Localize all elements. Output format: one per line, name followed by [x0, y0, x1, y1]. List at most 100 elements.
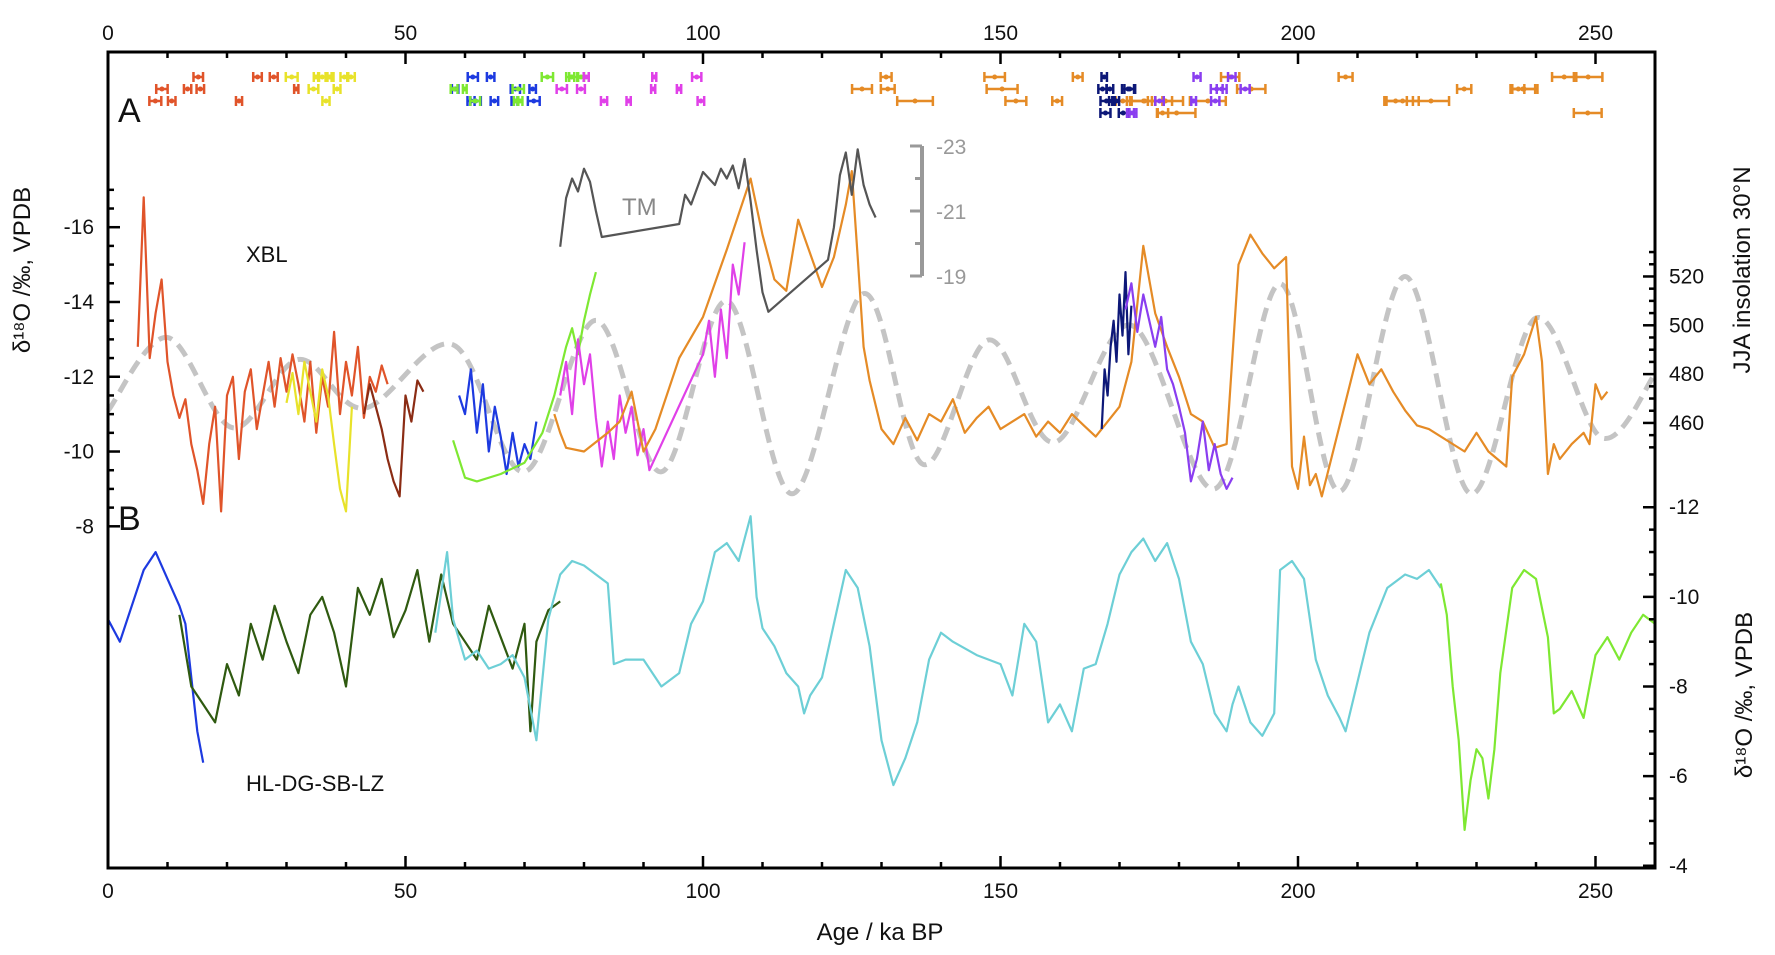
- errorbar-point: [859, 86, 865, 92]
- axes-layer: 0 0 50 50 100 100 150 150 200 200 250 250 -8 -10 -12 -1…: [64, 22, 1704, 903]
- dating-errorbar-5: [192, 72, 205, 82]
- dating-errorbar-48: [690, 72, 703, 82]
- errorbar-point: [293, 86, 299, 92]
- dating-errorbar-75: [1004, 96, 1028, 106]
- y-tick-label-right-b: -8: [1669, 676, 1688, 699]
- errorbar-point: [1242, 86, 1248, 92]
- panel-a-series-line-0: [136, 196, 389, 513]
- dating-errorbar-91: [1190, 96, 1198, 106]
- dating-errorbar-49: [625, 96, 633, 106]
- errorbar-point: [488, 74, 494, 80]
- dating-errorbar-4: [292, 84, 300, 94]
- dating-errorbar-45: [575, 84, 587, 94]
- errorbar-point: [1212, 98, 1218, 104]
- dating-errorbar-17: [325, 72, 333, 82]
- insolation-line: [105, 273, 1658, 497]
- errorbar-point: [515, 86, 521, 92]
- errorbar-point: [1205, 98, 1211, 104]
- dating-errorbar-74: [879, 84, 896, 94]
- dating-errorbar-98: [1209, 84, 1224, 94]
- x-tick-label-top: 0: [102, 22, 114, 45]
- x-tick-label-top: 200: [1280, 22, 1315, 45]
- dating-errorbar-99: [1226, 72, 1237, 82]
- x-tick-label-top: 50: [394, 22, 417, 45]
- series-label-hl-dg-sb-lz: HL-DG-SB-LZ: [246, 771, 384, 796]
- errorbar-point: [313, 74, 319, 80]
- dating-errorbar-39: [564, 72, 579, 82]
- errorbar-point: [1102, 110, 1108, 116]
- tm-inset-tick-label: -23: [936, 136, 966, 159]
- errorbar-point: [626, 98, 632, 104]
- errorbar-point: [676, 86, 682, 92]
- errorbar-point: [289, 74, 295, 80]
- dating-errorbar-22: [485, 72, 496, 82]
- panel-b-series-line-0: [107, 551, 205, 763]
- errorbar-point: [185, 86, 191, 92]
- dating-errorbar-38: [461, 84, 468, 94]
- dating-errorbar-88: [1105, 84, 1115, 94]
- x-tick-label-bottom: 150: [983, 880, 1018, 903]
- dating-errorbar-12: [317, 72, 327, 82]
- panel-a-series-line-4: [452, 271, 597, 483]
- y-tick-label-left: -14: [64, 291, 95, 314]
- errorbar-point: [195, 74, 201, 80]
- dating-errorbar-65: [1572, 72, 1604, 82]
- dating-errorbar-9: [182, 84, 193, 94]
- x-tick-label-top: 150: [983, 22, 1018, 45]
- dating-errorbar-23: [466, 72, 480, 82]
- insolation-curve-layer: [105, 273, 1658, 497]
- errorbar-point: [1585, 110, 1591, 116]
- panel-b-series-line-2: [434, 515, 1442, 787]
- errorbar-point: [1194, 74, 1200, 80]
- errorbar-point: [319, 74, 325, 80]
- panel-a-series-line-1: [285, 360, 353, 513]
- dating-errorbar-18: [312, 72, 320, 82]
- errorbar-point: [559, 86, 565, 92]
- panel-b-series-line-1: [178, 568, 561, 733]
- panel-a-series-line-6: [553, 170, 1609, 498]
- errorbar-point: [310, 86, 316, 92]
- series-layer: [107, 148, 1656, 831]
- labels-layer: A B XBL HL-DG-SB-LZ TM Age / ka BP δ¹⁸O …: [9, 92, 1758, 946]
- errorbar-point: [1214, 86, 1220, 92]
- errorbar-point: [1075, 74, 1081, 80]
- errorbar-point: [569, 74, 575, 80]
- errorbar-point: [883, 74, 889, 80]
- dating-errorbar-36: [540, 72, 555, 82]
- y-axis-title-right-b: δ¹⁸O /‰, VPDB: [1731, 612, 1758, 778]
- dating-errorbar-64: [850, 84, 874, 94]
- errorbar-point: [1130, 110, 1136, 116]
- y-tick-label-right-b: -6: [1669, 765, 1688, 788]
- errorbar-point: [1393, 98, 1399, 104]
- dating-errorbar-79: [983, 72, 1007, 82]
- y-tick-label-right-insolation: 460: [1669, 412, 1704, 435]
- errorbar-point: [1101, 74, 1107, 80]
- errorbar-point: [517, 98, 523, 104]
- errorbar-point: [1515, 86, 1521, 92]
- dating-errorbar-40: [650, 72, 658, 82]
- dating-errorbar-97: [1128, 108, 1138, 118]
- panel-a-series-line-3: [458, 368, 538, 476]
- errorbar-point: [271, 74, 277, 80]
- panel-a-series-line-8: [1124, 282, 1234, 490]
- errorbar-point: [197, 86, 203, 92]
- dating-errorbar-19: [307, 84, 320, 94]
- errorbar-point: [1191, 98, 1197, 104]
- dating-errorbar-89: [1099, 96, 1114, 106]
- dating-errorbar-32: [511, 84, 526, 94]
- dating-errorbar-50: [879, 72, 893, 82]
- dating-errorbar-15: [339, 72, 350, 82]
- plot-frame: [106, 50, 1657, 870]
- dating-errorbar-6: [268, 72, 279, 82]
- errorbar-point: [1107, 86, 1113, 92]
- series-label-xbl: XBL: [246, 242, 288, 267]
- errorbar-point: [650, 86, 656, 92]
- dating-errorbar-43: [582, 72, 590, 82]
- panel-b-series-line-3: [1439, 568, 1656, 831]
- dating-errorbar-46: [555, 84, 569, 94]
- dating-errorbar-42: [599, 96, 609, 106]
- errorbar-point: [1585, 74, 1591, 80]
- dating-errorbar-1: [195, 84, 206, 94]
- errorbar-point: [1113, 98, 1119, 104]
- errorbar-point: [530, 86, 536, 92]
